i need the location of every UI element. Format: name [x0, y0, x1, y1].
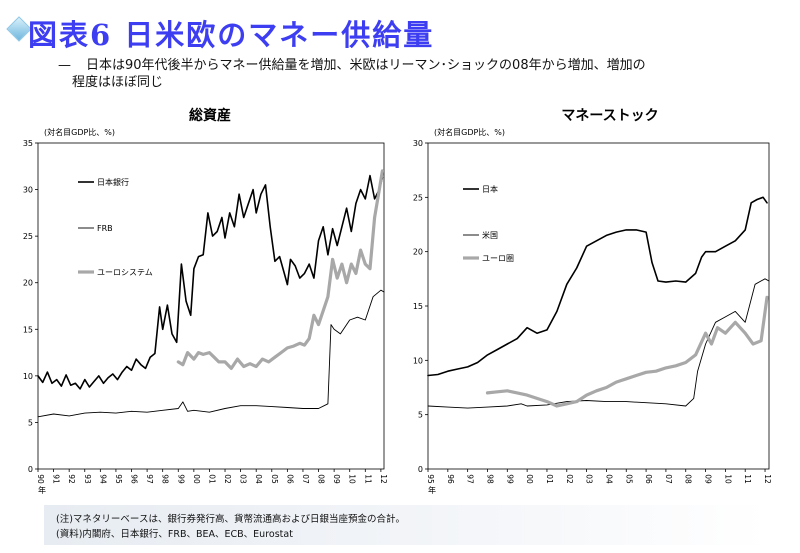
- y-tick-label: 5: [28, 418, 33, 427]
- y-tick-label: 35: [23, 139, 33, 148]
- x-tick-label: 03: [585, 474, 594, 484]
- x-tick-label: 05: [624, 474, 633, 484]
- legend-label-1: 日本銀行: [97, 177, 129, 187]
- x-unit-label: 年: [428, 485, 436, 495]
- y-tick-label: 5: [418, 411, 423, 420]
- x-tick-label: 90: [36, 474, 45, 484]
- series-line-1: [427, 196, 768, 377]
- x-unit-label: 年: [38, 485, 46, 495]
- x-tick-label: 12: [763, 474, 772, 484]
- chart-title: マネーストック: [561, 108, 658, 124]
- y-axis-label: (対名目GDP比、%): [434, 127, 505, 137]
- subtitle-line-2: 程度はほぼ同じ: [72, 75, 164, 90]
- series-line-1: [37, 174, 384, 390]
- x-tick-label: 91: [52, 474, 61, 484]
- y-tick-label: 0: [28, 465, 33, 474]
- series-line-3: [176, 169, 384, 370]
- x-tick-label: 04: [254, 474, 263, 484]
- x-tick-label: 02: [565, 474, 574, 484]
- x-tick-label: 09: [704, 474, 713, 484]
- x-tick-label: 93: [83, 474, 92, 484]
- x-tick-label: 01: [207, 474, 216, 484]
- page-title: 図表6 日米欧のマネー供給量: [28, 18, 435, 52]
- source-note: (資料)内閣府、日本銀行、FRB、BEA、ECB、Eurostat: [56, 529, 293, 540]
- chart-title: 総資産: [189, 107, 231, 124]
- legend-label-2: 米国: [482, 230, 498, 240]
- x-tick-label: 94: [98, 474, 107, 484]
- x-tick-label: 00: [192, 474, 201, 484]
- x-tick-label: 12: [379, 474, 388, 484]
- legend-label-3: ユーロシステム: [97, 268, 153, 277]
- x-tick-label: 08: [684, 474, 693, 484]
- x-tick-label: 92: [67, 474, 76, 484]
- y-axis-label: (対名目GDP比、%): [44, 127, 115, 137]
- x-tick-label: 02: [223, 474, 232, 484]
- legend-label-3: ユーロ圏: [482, 254, 514, 263]
- y-tick-label: 25: [23, 232, 33, 241]
- x-tick-label: 06: [644, 474, 653, 484]
- x-tick-label: 98: [161, 474, 170, 484]
- series-line-2: [37, 289, 385, 418]
- y-tick-label: 15: [23, 325, 33, 334]
- x-tick-label: 95: [114, 474, 123, 484]
- y-tick-label: 30: [23, 186, 33, 195]
- y-tick-label: 0: [418, 465, 423, 474]
- y-tick-label: 10: [23, 372, 33, 381]
- y-tick-label: 30: [413, 139, 423, 148]
- x-tick-label: 07: [664, 474, 673, 484]
- series-line-2: [427, 278, 770, 409]
- subtitle-line-1: 日本は90年代後半からマネー供給量を増加、米欧はリーマン･ショックの08年から増…: [86, 58, 646, 73]
- legend-label-1: 日本: [482, 184, 498, 194]
- x-tick-label: 10: [723, 474, 732, 484]
- footnote: (注)マネタリーベースは、銀行券発行高、貨幣流通高および日銀当座預金の合計。: [56, 514, 405, 525]
- x-tick-label: 99: [505, 474, 514, 484]
- x-tick-label: 07: [301, 474, 310, 484]
- x-tick-label: 97: [145, 474, 154, 484]
- x-tick-label: 99: [176, 474, 185, 484]
- x-tick-label: 10: [348, 474, 357, 484]
- x-tick-label: 95: [426, 474, 435, 484]
- x-tick-label: 06: [285, 474, 294, 484]
- y-tick-label: 20: [413, 248, 423, 257]
- plot-frame: [37, 142, 385, 470]
- x-tick-label: 04: [604, 474, 613, 484]
- x-tick-label: 96: [130, 474, 139, 484]
- x-tick-label: 03: [239, 474, 248, 484]
- x-tick-label: 98: [485, 474, 494, 484]
- x-tick-label: 08: [317, 474, 326, 484]
- note-box: [44, 505, 768, 545]
- x-tick-label: 09: [332, 474, 341, 484]
- y-tick-label: 25: [413, 193, 423, 202]
- y-tick-label: 10: [413, 356, 423, 365]
- y-tick-label: 15: [413, 302, 423, 311]
- x-tick-label: 96: [446, 474, 455, 484]
- x-tick-label: 97: [466, 474, 475, 484]
- x-tick-label: 00: [525, 474, 534, 484]
- x-tick-label: 01: [545, 474, 554, 484]
- subtitle-dash: —: [58, 58, 71, 73]
- series-line-3: [485, 295, 769, 408]
- x-tick-label: 11: [363, 474, 372, 484]
- x-tick-label: 11: [743, 474, 752, 484]
- legend-label-2: FRB: [97, 224, 113, 233]
- y-tick-label: 20: [23, 279, 33, 288]
- x-tick-label: 05: [270, 474, 279, 484]
- plot-frame: [427, 142, 770, 470]
